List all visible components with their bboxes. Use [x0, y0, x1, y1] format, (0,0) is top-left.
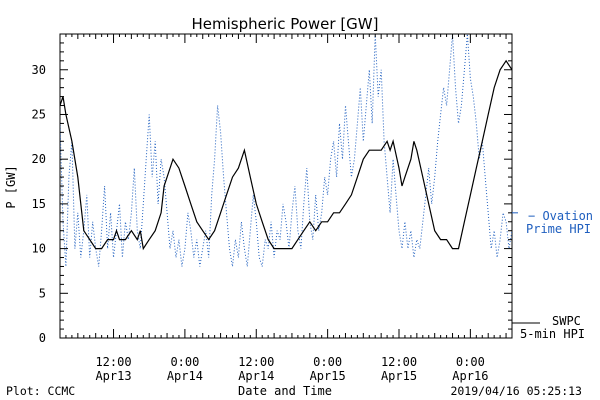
y-tick-label: 25: [32, 107, 46, 121]
x-tick-label-time: 12:00: [95, 355, 131, 369]
footer-timestamp: 2019/04/16 05:25:13: [450, 384, 582, 398]
y-tick-label: 20: [32, 152, 46, 166]
series-layer: [60, 34, 512, 267]
x-tick-label-date: Apr15: [381, 369, 417, 383]
legend-swpc-line1: SWPC: [552, 314, 581, 328]
y-tick-label: 15: [32, 197, 46, 211]
plot-frame: [59, 33, 513, 339]
x-tick-label-date: Apr14: [167, 369, 203, 383]
legend-ovation: − Ovation Prime HPI: [526, 209, 593, 236]
legend-swpc: SWPC 5-min HPI: [512, 314, 585, 341]
series-line-swpc: [60, 59, 512, 251]
footer-plot-credit: Plot: CCMC: [6, 384, 75, 398]
x-tick-label-time: 0:00: [313, 355, 342, 369]
y-tick-label: 10: [32, 242, 46, 256]
x-tick-label-time: 12:00: [238, 355, 274, 369]
x-tick-label-date: Apr13: [95, 369, 131, 383]
tick-layer: 05101520253012:00Apr130:00Apr1412:00Apr1…: [32, 33, 518, 383]
x-tick-label-date: Apr16: [452, 369, 488, 383]
legend-ovation-line2: Prime HPI: [526, 222, 591, 236]
x-tick-label-date: Apr14: [238, 369, 274, 383]
legend-ovation-line1: − Ovation: [528, 209, 593, 223]
y-tick-label: 0: [39, 331, 46, 345]
y-tick-label: 5: [39, 286, 46, 300]
chart-title: Hemispheric Power [GW]: [192, 15, 379, 33]
x-tick-label-time: 0:00: [170, 355, 199, 369]
x-tick-label-time: 0:00: [456, 355, 485, 369]
series-line-ovation: [60, 34, 512, 267]
plot-area: [59, 33, 513, 339]
legend-swpc-line2: 5-min HPI: [520, 327, 585, 341]
y-tick-label: 30: [32, 63, 46, 77]
x-axis-label: Date and Time: [238, 384, 332, 398]
x-tick-label-date: Apr15: [310, 369, 346, 383]
y-axis-label: P [GW]: [4, 165, 18, 208]
x-tick-label-time: 12:00: [381, 355, 417, 369]
